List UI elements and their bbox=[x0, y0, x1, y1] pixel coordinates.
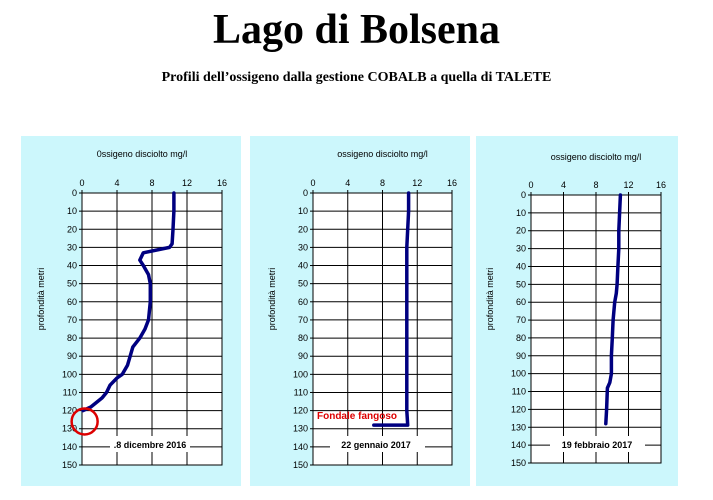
y-tick-label: 90 bbox=[516, 351, 526, 361]
date-label: .8 dicembre 2016 bbox=[114, 440, 187, 450]
y-tick-label: 140 bbox=[511, 440, 526, 450]
y-tick-label: 150 bbox=[62, 460, 77, 470]
oxygen-profile-line bbox=[372, 191, 411, 427]
y-tick-label: 10 bbox=[298, 206, 308, 216]
y-tick-label: 40 bbox=[67, 261, 77, 271]
y-tick-label: 70 bbox=[298, 315, 308, 325]
y-tick-label: 20 bbox=[516, 226, 526, 236]
y-tick-label: 60 bbox=[298, 297, 308, 307]
y-tick-label: 30 bbox=[298, 242, 308, 252]
y-tick-label: 150 bbox=[293, 460, 308, 470]
y-tick-label: 50 bbox=[298, 279, 308, 289]
y-tick-label: 60 bbox=[67, 297, 77, 307]
y-axis-label: profondità metri bbox=[485, 268, 495, 331]
y-tick-label: 130 bbox=[62, 424, 77, 434]
date-label: 22 gennaio 2017 bbox=[341, 440, 411, 450]
y-tick-label: 0 bbox=[521, 190, 526, 200]
y-tick-label: 140 bbox=[62, 442, 77, 452]
y-tick-label: 90 bbox=[67, 351, 77, 361]
y-tick-label: 140 bbox=[293, 442, 308, 452]
y-tick-label: 80 bbox=[298, 333, 308, 343]
y-tick-label: 30 bbox=[516, 244, 526, 254]
y-tick-label: 120 bbox=[511, 404, 526, 414]
page-subtitle: Profili dell’ossigeno dalla gestione COB… bbox=[161, 70, 552, 85]
y-tick-label: 50 bbox=[67, 279, 77, 289]
y-tick-label: 130 bbox=[511, 422, 526, 432]
oxygen-profile-line bbox=[604, 193, 623, 426]
x-tick-label: 0 bbox=[79, 178, 84, 188]
chart-title: ossigeno disciolto mg/l bbox=[337, 149, 428, 159]
annotation-fondale-fangoso: Fondale fangoso bbox=[317, 411, 397, 422]
x-tick-label: 12 bbox=[412, 178, 422, 188]
highlight-circle bbox=[70, 407, 99, 436]
x-tick-label: 16 bbox=[656, 180, 666, 190]
y-tick-label: 110 bbox=[63, 387, 77, 397]
y-axis-label: profondità metri bbox=[267, 268, 277, 331]
y-tick-label: 30 bbox=[67, 242, 77, 252]
y-tick-label: 70 bbox=[67, 315, 77, 325]
y-tick-label: 50 bbox=[516, 279, 526, 289]
date-label-box bbox=[110, 436, 190, 452]
date-label-box bbox=[330, 436, 425, 452]
y-tick-label: 0 bbox=[72, 188, 77, 198]
y-tick-label: 20 bbox=[298, 224, 308, 234]
y-axis-label: profondità metri bbox=[36, 268, 46, 331]
x-tick-label: 0 bbox=[528, 180, 533, 190]
y-tick-label: 10 bbox=[67, 206, 77, 216]
x-tick-label: 12 bbox=[623, 180, 633, 190]
y-tick-label: 100 bbox=[293, 369, 308, 379]
y-tick-label: 10 bbox=[516, 208, 526, 218]
y-tick-label: 130 bbox=[293, 424, 308, 434]
y-tick-label: 110 bbox=[512, 387, 526, 397]
oxygen-profile-line bbox=[81, 191, 176, 413]
x-tick-label: 16 bbox=[217, 178, 227, 188]
y-tick-label: 100 bbox=[511, 369, 526, 379]
x-tick-label: 8 bbox=[149, 178, 154, 188]
x-tick-label: 4 bbox=[345, 178, 350, 188]
y-tick-label: 0 bbox=[303, 188, 308, 198]
date-label-box bbox=[550, 436, 645, 452]
chart-title: 0ssigeno disciolto mg/l bbox=[97, 149, 188, 159]
y-tick-label: 90 bbox=[298, 351, 308, 361]
y-tick-label: 40 bbox=[298, 261, 308, 271]
y-tick-label: 120 bbox=[293, 406, 308, 416]
y-tick-label: 20 bbox=[67, 224, 77, 234]
x-tick-label: 0 bbox=[310, 178, 315, 188]
x-tick-label: 4 bbox=[561, 180, 566, 190]
x-tick-label: 16 bbox=[447, 178, 457, 188]
x-tick-label: 4 bbox=[114, 178, 119, 188]
y-tick-label: 150 bbox=[511, 458, 526, 468]
x-tick-label: 8 bbox=[380, 178, 385, 188]
date-label: 19 febbraio 2017 bbox=[562, 440, 633, 450]
y-tick-label: 100 bbox=[62, 369, 77, 379]
y-tick-label: 60 bbox=[516, 297, 526, 307]
y-tick-label: 120 bbox=[62, 406, 77, 416]
x-tick-label: 12 bbox=[182, 178, 192, 188]
chart-title: ossigeno disciolto mg/l bbox=[551, 152, 642, 162]
y-tick-label: 110 bbox=[294, 387, 308, 397]
y-tick-label: 40 bbox=[516, 261, 526, 271]
y-tick-label: 70 bbox=[516, 315, 526, 325]
y-tick-label: 80 bbox=[67, 333, 77, 343]
page-title: Lago di Bolsena bbox=[212, 7, 501, 53]
x-tick-label: 8 bbox=[593, 180, 598, 190]
y-tick-label: 80 bbox=[516, 333, 526, 343]
